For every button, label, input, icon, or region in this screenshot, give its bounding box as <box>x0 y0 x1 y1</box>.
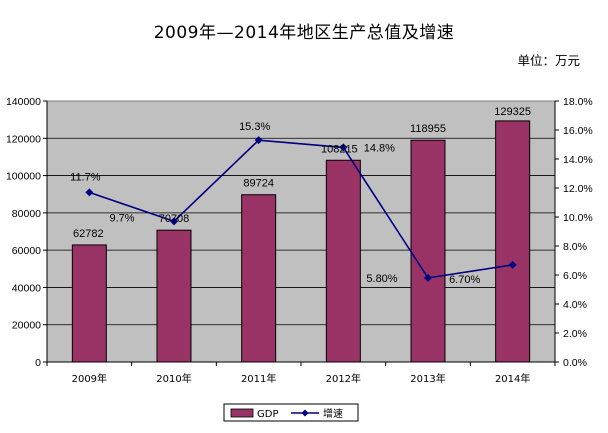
legend-label-gdp: GDP <box>257 409 278 420</box>
x-tick-label: 2011年 <box>241 372 276 385</box>
chart-title: 2009年—2014年地区生产总值及增速 <box>153 23 455 43</box>
bar-gdp <box>495 120 531 363</box>
point-growth <box>254 136 263 145</box>
y-right-tick-label: 12.0% <box>563 183 593 195</box>
y-right-tick-label: 2.0% <box>563 328 587 340</box>
data-label-growth: 6.70% <box>449 274 480 286</box>
y-left-tick-label: 20000 <box>12 320 41 332</box>
y-left-tick-label: 140000 <box>6 96 41 108</box>
y-right-tick-label: 18.0% <box>563 96 593 108</box>
y-left-tick-label: 40000 <box>12 282 41 294</box>
x-tick-label: 2010年 <box>156 372 191 385</box>
x-tick-label: 2014年 <box>495 372 530 385</box>
y-left-tick-label: 100000 <box>6 171 41 183</box>
point-growth <box>339 143 348 152</box>
bar-gdp <box>410 139 446 363</box>
data-label-growth: 9.7% <box>109 212 134 224</box>
plot-area <box>46 100 556 363</box>
y-left-tick-label: 60000 <box>12 245 41 257</box>
bar-gdp <box>156 229 192 363</box>
unit-label: 单位：万元 <box>517 53 580 68</box>
data-label-growth: 14.8% <box>364 142 395 154</box>
x-tick-label: 2012年 <box>326 372 361 385</box>
data-label-growth: 11.7% <box>70 171 101 183</box>
line-growth <box>89 139 513 279</box>
bar-gdp <box>71 244 107 363</box>
data-label-gdp: 108215 <box>321 143 358 155</box>
data-label-gdp: 118955 <box>410 123 446 135</box>
data-label-growth: 5.80% <box>366 273 397 285</box>
bar-gdp <box>325 159 361 363</box>
data-label-gdp: 70708 <box>159 213 190 225</box>
y-right-tick-label: 14.0% <box>563 154 593 166</box>
y-right-tick-label: 6.0% <box>563 270 587 282</box>
x-tick-label: 2013年 <box>410 372 445 385</box>
y-left-tick-label: 120000 <box>6 133 41 145</box>
point-growth <box>85 188 94 197</box>
x-tick-label: 2009年 <box>72 372 107 385</box>
point-growth <box>170 217 178 226</box>
point-growth <box>424 273 432 282</box>
data-label-gdp: 62782 <box>73 228 104 240</box>
legend-label-growth: 增速 <box>323 407 343 420</box>
y-right-tick-label: 4.0% <box>563 299 587 311</box>
data-label-growth: 15.3% <box>239 121 270 133</box>
bar-gdp <box>241 194 277 363</box>
data-label-gdp: 89724 <box>243 178 274 190</box>
point-growth <box>508 260 517 269</box>
y-right-tick-label: 10.0% <box>563 212 593 224</box>
y-left-tick-label: 0 <box>35 357 41 369</box>
legend-marker <box>301 409 309 417</box>
y-left-tick-label: 80000 <box>12 208 41 220</box>
y-right-tick-label: 0.0% <box>563 357 587 369</box>
legend-swatch-gdp <box>230 408 254 418</box>
y-right-tick-label: 16.0% <box>563 125 593 137</box>
y-right-tick-label: 8.0% <box>563 241 587 253</box>
data-label-gdp: 129325 <box>494 106 531 118</box>
